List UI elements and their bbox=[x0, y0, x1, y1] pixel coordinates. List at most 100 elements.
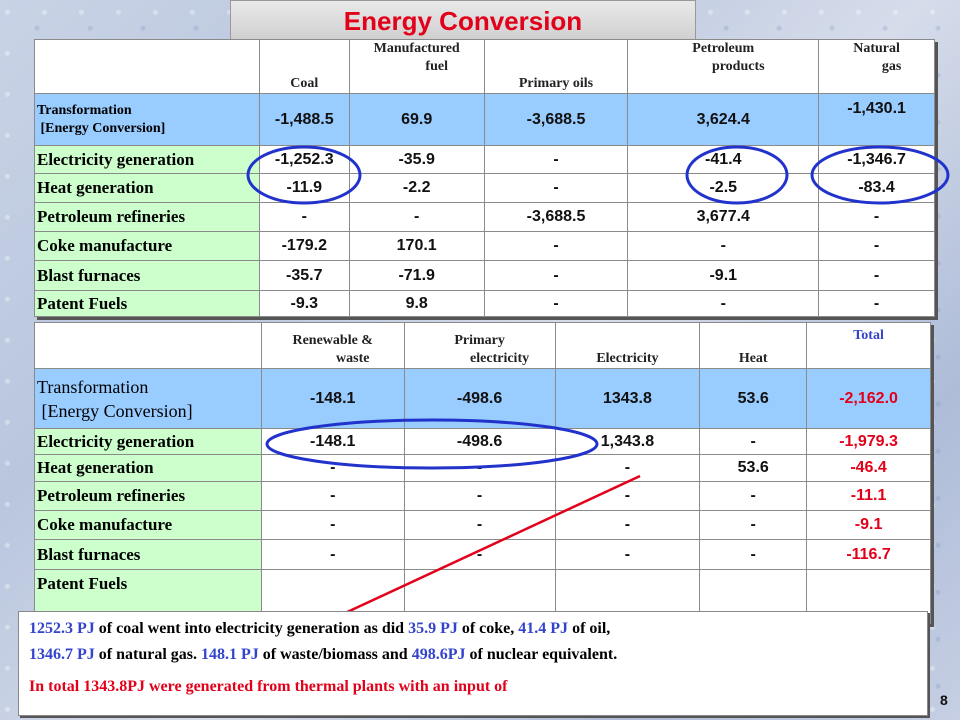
note-segment: 1252.3 PJ bbox=[29, 620, 95, 637]
cell-value: -148.1 bbox=[260, 428, 405, 455]
cell-value: -148.1 bbox=[260, 368, 405, 429]
cell-value: 3,624.4 bbox=[627, 93, 820, 146]
cell-value: - bbox=[627, 290, 820, 317]
cell-value: -35.7 bbox=[258, 260, 350, 291]
note-segment: of coal went into electricity generation… bbox=[94, 620, 409, 637]
header-heat: Heat bbox=[699, 322, 808, 369]
conversion-table-other: Renewable & waste Primary electricity Elec… bbox=[34, 322, 931, 624]
conversion-table-fuels: Coal Manufactured fuel Primary oils Petro… bbox=[34, 39, 935, 317]
cell-value: 53.6 bbox=[699, 454, 808, 482]
cell-value: -83.4 bbox=[818, 173, 935, 203]
cell-value: -3,688.5 bbox=[483, 93, 629, 146]
cell-value: -498.6 bbox=[403, 428, 556, 455]
table-row: Patent Fuels -9.3 9.8 - - - bbox=[34, 290, 935, 317]
note-segment: of coke, bbox=[457, 620, 519, 637]
cell-value: - bbox=[483, 231, 629, 261]
cell-value: - bbox=[699, 428, 808, 455]
cell-value: - bbox=[554, 510, 701, 540]
cell-value: -179.2 bbox=[258, 231, 350, 261]
cell-total: -46.4 bbox=[806, 454, 931, 482]
cell-value: - bbox=[818, 231, 935, 261]
header-coal: Coal bbox=[258, 39, 350, 94]
row-label: Patent Fuels bbox=[34, 290, 260, 317]
table-row: Electricity generation -148.1 -498.6 1,3… bbox=[34, 428, 931, 455]
cell-value: - bbox=[403, 481, 556, 511]
cell-value: - bbox=[260, 481, 405, 511]
note-segment: of natural gas. bbox=[94, 646, 202, 663]
cell-value: -9.1 bbox=[627, 260, 820, 291]
note-segment: In total 1343.8PJ were generated from th… bbox=[29, 678, 508, 695]
note-line-1: 1252.3 PJ of coal went into electricity … bbox=[29, 616, 917, 642]
note-segment: 35.9 PJ bbox=[408, 620, 458, 637]
note-segment: 148.1 PJ bbox=[201, 646, 259, 663]
cell-value: 170.1 bbox=[348, 231, 485, 261]
cell-total: -11.1 bbox=[806, 481, 931, 511]
row-label: Blast furnaces bbox=[34, 539, 262, 570]
table-row: Blast furnaces - - - - -116.7 bbox=[34, 539, 931, 570]
cell-value: -1,488.5 bbox=[258, 93, 350, 146]
note-line-3: In total 1343.8PJ were generated from th… bbox=[29, 674, 917, 700]
cell-value: -1,346.7 bbox=[818, 145, 935, 174]
table-row: Heat generation - - - 53.6 -46.4 bbox=[34, 454, 931, 482]
note-line-2: 1346.7 PJ of natural gas. 148.1 PJ of wa… bbox=[29, 642, 917, 668]
title-banner: Energy Conversion bbox=[230, 0, 696, 42]
cell-value: -9.3 bbox=[258, 290, 350, 317]
cell-value: -1,430.1 bbox=[818, 93, 935, 146]
cell-total: -9.1 bbox=[806, 510, 931, 540]
note-segment: of nuclear equivalent. bbox=[465, 646, 618, 663]
row-label: Electricity generation bbox=[34, 145, 260, 174]
header-petroleum-products: Petroleum products bbox=[627, 39, 820, 94]
cell-value: - bbox=[699, 510, 808, 540]
row-label: Coke manufacture bbox=[34, 231, 260, 261]
header-total: Total bbox=[806, 322, 931, 369]
note-segment: of waste/biomass and bbox=[258, 646, 412, 663]
cell-value: - bbox=[403, 510, 556, 540]
cell-value: - bbox=[260, 454, 405, 482]
row-label-transformation: Transformation [Energy Conversion] bbox=[34, 368, 262, 429]
table-row: Petroleum refineries - - -3,688.5 3,677.… bbox=[34, 202, 935, 232]
cell-value: 69.9 bbox=[348, 93, 485, 146]
cell-total: -1,979.3 bbox=[806, 428, 931, 455]
cell-value: 53.6 bbox=[699, 368, 808, 429]
header-electricity: Electricity bbox=[554, 322, 701, 369]
cell-value: - bbox=[554, 454, 701, 482]
cell-value: - bbox=[348, 202, 485, 232]
cell-value: - bbox=[554, 539, 701, 570]
row-label: Heat generation bbox=[34, 173, 260, 203]
cell-value: 3,677.4 bbox=[627, 202, 820, 232]
table-header-row: Renewable & waste Primary electricity Elec… bbox=[34, 322, 931, 369]
cell-value: -2.5 bbox=[627, 173, 820, 203]
note-segment: 498.6PJ bbox=[411, 646, 466, 663]
cell-value: - bbox=[818, 202, 935, 232]
table-row-transformation: Transformation [Energy Conversion] -148.… bbox=[34, 368, 931, 429]
row-label: Heat generation bbox=[34, 454, 262, 482]
note-segment: of oil, bbox=[568, 620, 611, 637]
cell-value: -498.6 bbox=[403, 368, 556, 429]
cell-value: - bbox=[260, 539, 405, 570]
table-row: Electricity generation -1,252.3 -35.9 - … bbox=[34, 145, 935, 174]
cell-value: - bbox=[699, 481, 808, 511]
cell-value: - bbox=[403, 539, 556, 570]
cell-value: - bbox=[699, 539, 808, 570]
row-label-transformation: Transformation [Energy Conversion] bbox=[34, 93, 260, 146]
table-row: Heat generation -11.9 -2.2 - -2.5 -83.4 bbox=[34, 173, 935, 203]
cell-value: - bbox=[627, 231, 820, 261]
cell-value: - bbox=[818, 260, 935, 291]
row-label: Electricity generation bbox=[34, 428, 262, 455]
note-segment: 1346.7 PJ bbox=[29, 646, 95, 663]
header-renewable-waste: Renewable & waste bbox=[260, 322, 405, 369]
table-row-transformation: Transformation [Energy Conversion] -1,48… bbox=[34, 93, 935, 146]
cell-value: -11.9 bbox=[258, 173, 350, 203]
explanation-note: 1252.3 PJ of coal went into electricity … bbox=[18, 611, 928, 716]
cell-value: - bbox=[554, 481, 701, 511]
cell-value: - bbox=[258, 202, 350, 232]
cell-value: -41.4 bbox=[627, 145, 820, 174]
header-corner bbox=[34, 322, 262, 369]
row-label: Petroleum refineries bbox=[34, 481, 262, 511]
cell-value: -35.9 bbox=[348, 145, 485, 174]
cell-value: - bbox=[818, 290, 935, 317]
header-corner bbox=[34, 39, 260, 94]
cell-value: 9.8 bbox=[348, 290, 485, 317]
cell-total: -2,162.0 bbox=[806, 368, 931, 429]
cell-value: - bbox=[483, 145, 629, 174]
